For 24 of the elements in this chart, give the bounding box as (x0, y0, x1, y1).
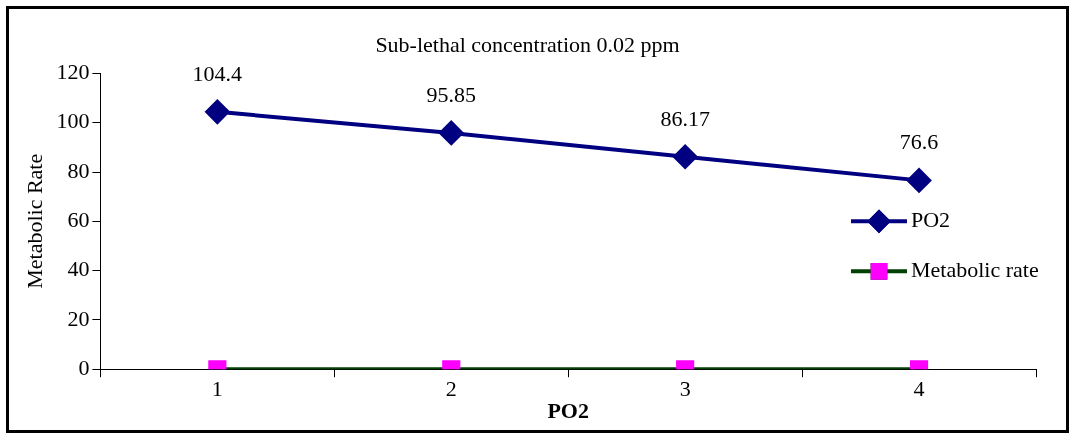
y-axis-title: Metabolic Rate (21, 153, 47, 289)
data-label: 76.6 (899, 129, 939, 155)
x-axis-title: PO2 (547, 398, 589, 424)
chart-title: Sub-lethal concentration 0.02 ppm (375, 31, 680, 57)
point (907, 168, 932, 193)
x-tick-label: 1 (211, 376, 223, 402)
y-tick-label: 120 (56, 59, 90, 85)
y-tick-label: 20 (67, 305, 90, 331)
y-tick-label: 80 (67, 157, 90, 183)
x-tick-label: 3 (679, 376, 691, 402)
point (205, 99, 230, 124)
data-label: 86.17 (660, 105, 710, 131)
point (673, 144, 698, 169)
point (439, 120, 464, 145)
x-tick-label: 4 (913, 376, 925, 402)
y-tick-label: 40 (67, 256, 90, 282)
data-label: 95.85 (426, 81, 476, 107)
y-tick-label: 60 (67, 207, 90, 233)
data-label: 104.4 (192, 60, 243, 86)
x-tick-label: 2 (445, 376, 457, 402)
y-tick-label: 0 (78, 354, 90, 380)
legend-label: PO2 (911, 207, 951, 233)
y-tick-label: 100 (56, 108, 90, 134)
legend-label: Metabolic rate (911, 257, 1039, 283)
